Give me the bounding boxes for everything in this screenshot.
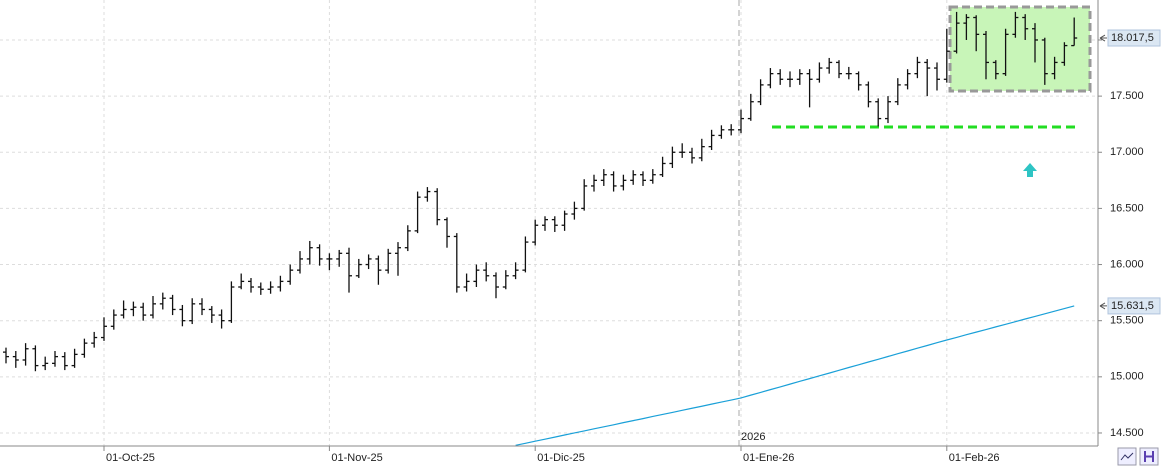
zoom-icon (1120, 452, 1134, 461)
price-tag-label: 15.631,5 (1111, 300, 1154, 312)
x-tick-label: 01-Ene-26 (743, 452, 794, 464)
x-tick-label: 01-Nov-25 (331, 452, 382, 464)
plot (3, 5, 1092, 446)
year-label: 2026 (741, 431, 765, 443)
y-tick-label: 17.500 (1110, 90, 1144, 102)
y-tick-label: 17.000 (1110, 146, 1144, 158)
price-tag-label: 18.017,5 (1111, 32, 1154, 44)
price-tag (1107, 29, 1161, 47)
range-box (948, 5, 1092, 93)
h-icon (1144, 451, 1154, 462)
y-tick-label: 16.500 (1110, 202, 1144, 214)
arrow-icon (1023, 163, 1037, 177)
y-tick-label: 16.000 (1110, 258, 1144, 270)
x-tick-label: 01-Dic-25 (537, 452, 585, 464)
y-tick-label: 15.000 (1110, 371, 1144, 383)
x-tick-label: 01-Feb-26 (949, 452, 1000, 464)
price-tag (1107, 297, 1161, 315)
toolbar (1117, 447, 1159, 466)
y-tick-label: 14.500 (1110, 427, 1144, 439)
moving-average-line (515, 305, 1075, 446)
y-tick-label: 15.500 (1110, 315, 1144, 327)
price-tag-pointer (1099, 34, 1107, 42)
x-tick-label: 01-Oct-25 (106, 452, 155, 464)
price-tag-pointer (1099, 302, 1107, 310)
